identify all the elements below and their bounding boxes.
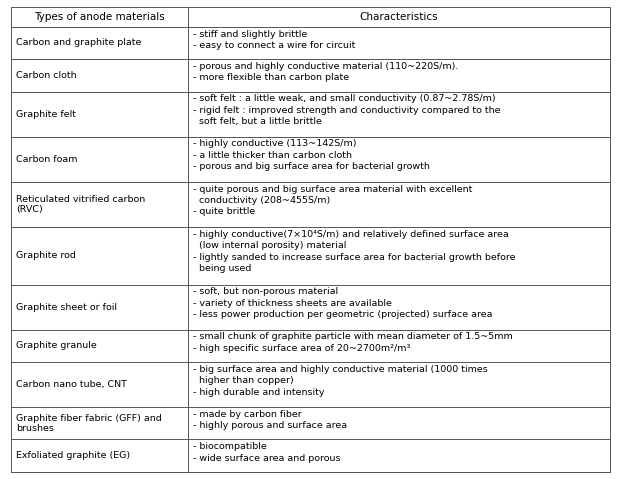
Text: - made by carbon fiber
- highly porous and surface area: - made by carbon fiber - highly porous a… [193,410,347,431]
Text: - small chunk of graphite particle with mean diameter of 1.5~5mm
- high specific: - small chunk of graphite particle with … [193,332,512,353]
Text: - highly conductive(7×10⁴S/m) and relatively defined surface area
  (low interna: - highly conductive(7×10⁴S/m) and relati… [193,229,515,273]
Text: Carbon cloth: Carbon cloth [16,71,77,80]
Text: Carbon foam: Carbon foam [16,155,78,164]
Text: - soft, but non-porous material
- variety of thickness sheets are available
- le: - soft, but non-porous material - variet… [193,287,492,319]
Text: - porous and highly conductive material (110~220S/m).
- more flexible than carbo: - porous and highly conductive material … [193,62,458,82]
Text: - soft felt : a little weak, and small conductivity (0.87~2.78S/m)
- rigid felt : - soft felt : a little weak, and small c… [193,94,501,126]
Text: - stiff and slightly brittle
- easy to connect a wire for circuit: - stiff and slightly brittle - easy to c… [193,30,355,50]
Text: Graphite fiber fabric (GFF) and
brushes: Graphite fiber fabric (GFF) and brushes [16,413,162,433]
Text: Reticulated vitrified carbon
(RVC): Reticulated vitrified carbon (RVC) [16,194,145,214]
Text: - big surface area and highly conductive material (1000 times
  higher than copp: - big surface area and highly conductive… [193,365,487,397]
Text: Graphite felt: Graphite felt [16,110,76,119]
Text: Exfoliated graphite (EG): Exfoliated graphite (EG) [16,451,130,460]
Text: Graphite sheet or foil: Graphite sheet or foil [16,303,117,311]
Text: Carbon and graphite plate: Carbon and graphite plate [16,38,142,47]
Text: Graphite rod: Graphite rod [16,251,76,260]
Text: Graphite granule: Graphite granule [16,342,97,350]
Text: - biocompatible
- wide surface area and porous: - biocompatible - wide surface area and … [193,442,340,463]
Text: - quite porous and big surface area material with excellent
  conductivity (208~: - quite porous and big surface area mate… [193,184,472,217]
Text: Characteristics: Characteristics [360,12,438,22]
Text: Carbon nano tube, CNT: Carbon nano tube, CNT [16,380,127,389]
Text: - highly conductive (113~142S/m)
- a little thicker than carbon cloth
- porous a: - highly conductive (113~142S/m) - a lit… [193,139,430,171]
Text: Types of anode materials: Types of anode materials [34,12,165,22]
